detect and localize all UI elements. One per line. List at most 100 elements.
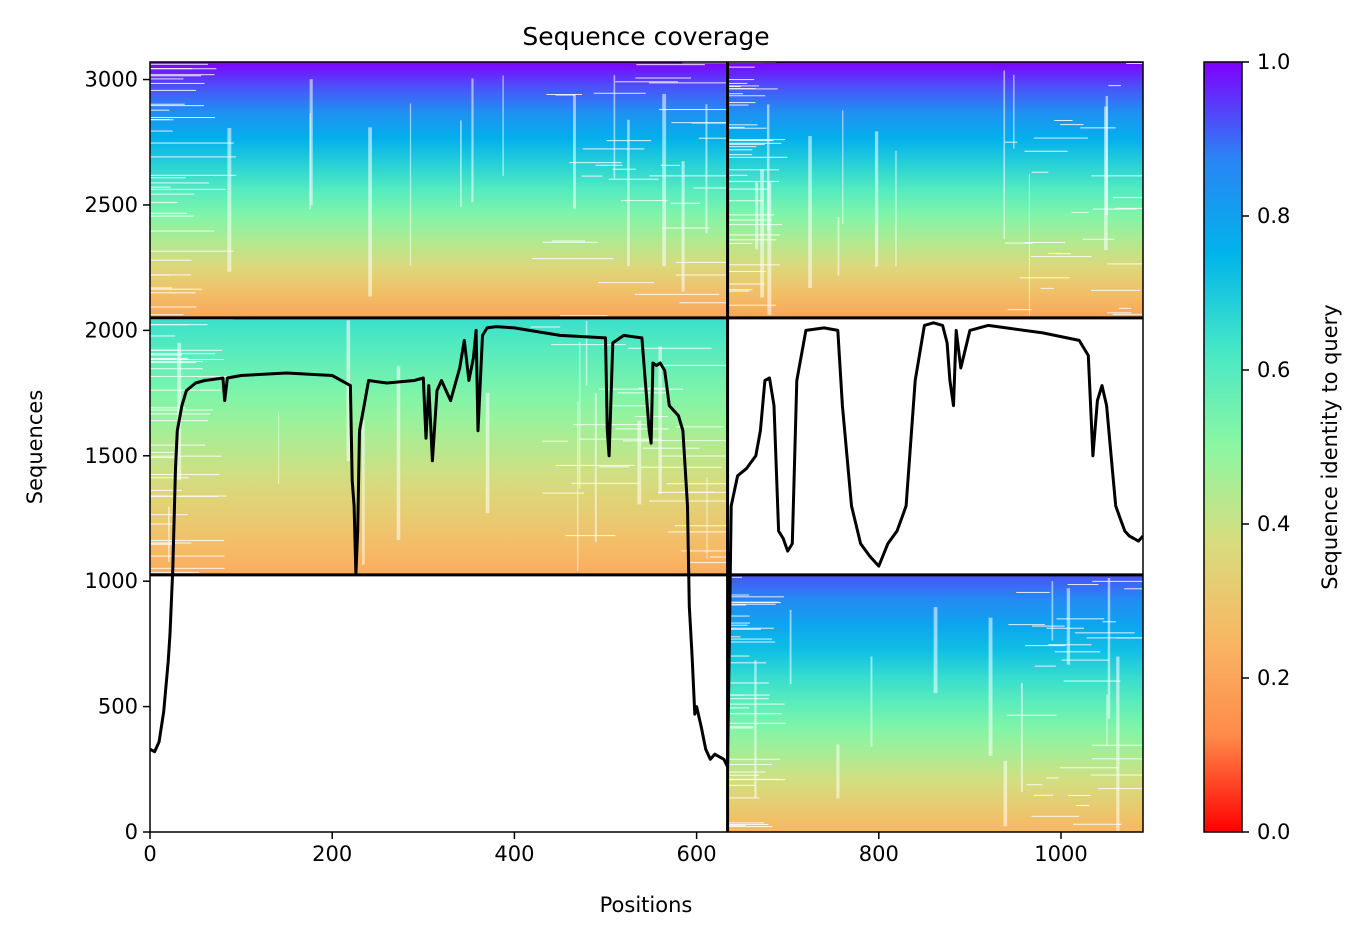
coverage-gap (598, 282, 654, 284)
coverage-gap (727, 88, 778, 90)
coverage-gap (766, 104, 770, 231)
coverage-gap (150, 455, 222, 457)
coverage-gap (727, 188, 769, 190)
coverage-gap (150, 103, 185, 105)
coverage-gap (150, 360, 203, 362)
coverage-gap (150, 130, 173, 132)
coverage-gap (1073, 823, 1122, 825)
coverage-gap (727, 624, 748, 626)
colorbar-tick-label: 0.8 (1257, 204, 1290, 228)
coverage-gap (309, 79, 313, 206)
alignment-block (727, 62, 1143, 318)
coverage-gap (727, 622, 751, 624)
coverage-gap (150, 457, 178, 459)
coverage-gap (679, 302, 728, 304)
coverage-gap (727, 180, 779, 182)
coverage-gap (706, 477, 708, 559)
alignment-blocks (150, 62, 1143, 832)
coverage-gap (150, 354, 183, 356)
coverage-gap (150, 567, 225, 569)
coverage-gap (658, 109, 728, 111)
coverage-gap (593, 92, 646, 94)
block-boundaries (150, 62, 1143, 832)
coverage-gap (727, 224, 782, 226)
coverage-gap (666, 483, 728, 485)
coverage-gap (727, 596, 784, 598)
coverage-gap (1016, 591, 1050, 593)
coverage-gap (150, 539, 225, 541)
coverage-gap (727, 778, 779, 780)
coverage-gap (150, 292, 196, 294)
coverage-gap (727, 698, 769, 700)
coverage-gap (637, 420, 642, 505)
coverage-gap (642, 447, 700, 449)
coverage-gap (698, 137, 728, 139)
coverage-gap (150, 63, 208, 65)
coverage-gap (1104, 106, 1108, 250)
coverage-gap (727, 824, 746, 826)
coverage-gap (727, 146, 757, 148)
coverage-gap (755, 182, 759, 250)
coverage-gap (727, 95, 766, 97)
coverage-gap (615, 428, 669, 430)
coverage-gap (1054, 651, 1101, 653)
coverage-gap (727, 576, 742, 578)
coverage-gap (727, 264, 780, 266)
coverage-gap (727, 102, 756, 104)
coverage-gap (1068, 794, 1091, 796)
coverage-gap (727, 726, 754, 728)
coverage-gap (598, 388, 684, 390)
coverage-gap (150, 357, 188, 359)
x-tick-label: 1000 (1034, 842, 1087, 866)
coverage-gap (150, 543, 172, 545)
coverage-gap (727, 707, 750, 709)
coverage-gap (150, 451, 175, 453)
coverage-gap (727, 601, 779, 603)
coverage-gap (1003, 760, 1008, 827)
coverage-gap (150, 78, 184, 80)
coverage-gap (1091, 175, 1143, 177)
coverage-gap (1107, 263, 1143, 265)
coverage-gap (595, 164, 623, 166)
coverage-gap (727, 764, 772, 766)
coverage-gap (837, 217, 840, 276)
coverage-gap (1060, 124, 1084, 126)
coverage-gap (727, 66, 755, 68)
coverage-gap (727, 826, 773, 828)
y-axis: 0 500 1000 1500 2000 2500 3000 (85, 68, 150, 844)
coverage-gap (1115, 207, 1143, 209)
coverage-gap (727, 214, 775, 216)
coverage-gap (150, 74, 215, 76)
coverage-gap (693, 187, 728, 189)
coverage-gap (870, 656, 873, 747)
coverage-gap (727, 93, 743, 95)
coverage-gap (727, 200, 764, 202)
coverage-gaps (150, 62, 1143, 831)
coverage-gap (789, 609, 792, 685)
colorbar-tick-label: 0.6 (1257, 358, 1290, 382)
coverage-gap (1024, 150, 1068, 152)
coverage-gap (675, 261, 728, 263)
coverage-gap (1074, 632, 1135, 634)
coverage-gap (727, 615, 750, 617)
coverage-gap (150, 349, 223, 351)
coverage-gap (559, 315, 608, 317)
coverage-gap (727, 86, 741, 88)
alignment-block (150, 62, 728, 318)
coverage-gap (1107, 578, 1111, 719)
coverage-gap (1008, 624, 1045, 626)
coverage-gap (569, 162, 622, 164)
coverage-gap (1020, 682, 1023, 792)
coverage-gap (1047, 252, 1061, 254)
coverage-gap (658, 346, 662, 494)
coverage-gap (1112, 313, 1143, 315)
coverage-gap (674, 525, 728, 527)
coverage-gap (1031, 171, 1049, 173)
coverage-gap (150, 362, 196, 364)
coverage-gap (150, 215, 194, 217)
coverage-gap (705, 104, 708, 234)
coverage-gap (542, 440, 568, 442)
coverage-gap (150, 359, 224, 361)
coverage-gap (874, 131, 879, 267)
coverage-gap (1061, 659, 1109, 661)
